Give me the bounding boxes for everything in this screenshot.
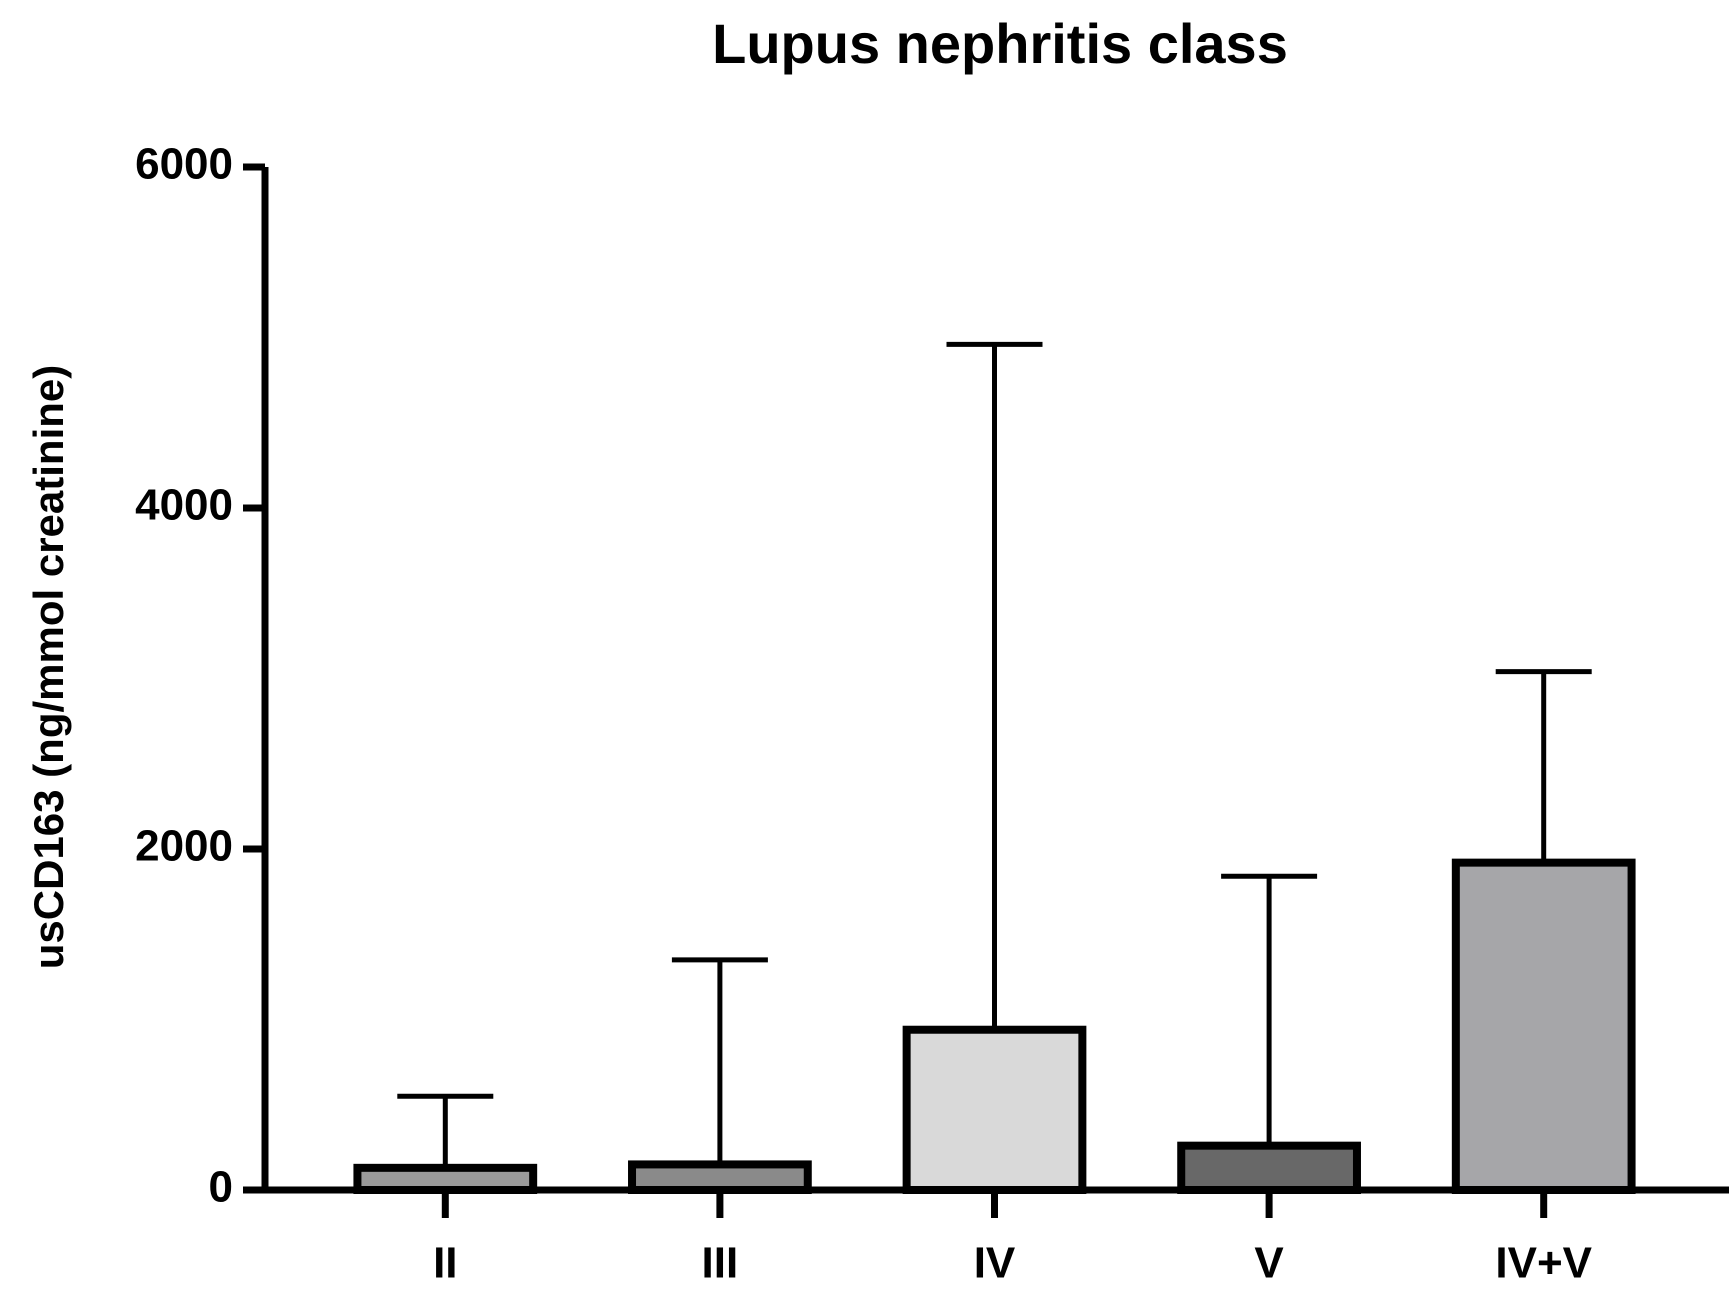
- y-axis-label: usCD163 (ng/mmol creatinine): [25, 365, 72, 969]
- x-tick-label: II: [433, 1239, 457, 1288]
- bar: [1177, 1141, 1361, 1195]
- bar: [1451, 858, 1636, 1194]
- x-tick-label: III: [702, 1239, 739, 1288]
- bar: [628, 1160, 812, 1195]
- y-tick-label: 0: [209, 1163, 233, 1212]
- x-tick-label: IV+V: [1495, 1239, 1592, 1288]
- y-tick-label: 2000: [135, 822, 233, 871]
- y-tick-label: 6000: [135, 140, 233, 189]
- x-tick-label: IV: [974, 1239, 1016, 1288]
- bar: [902, 1025, 1087, 1194]
- y-tick-label: 4000: [135, 481, 233, 530]
- x-tick-label: V: [1254, 1239, 1284, 1288]
- chart-title: Lupus nephritis class: [712, 12, 1288, 75]
